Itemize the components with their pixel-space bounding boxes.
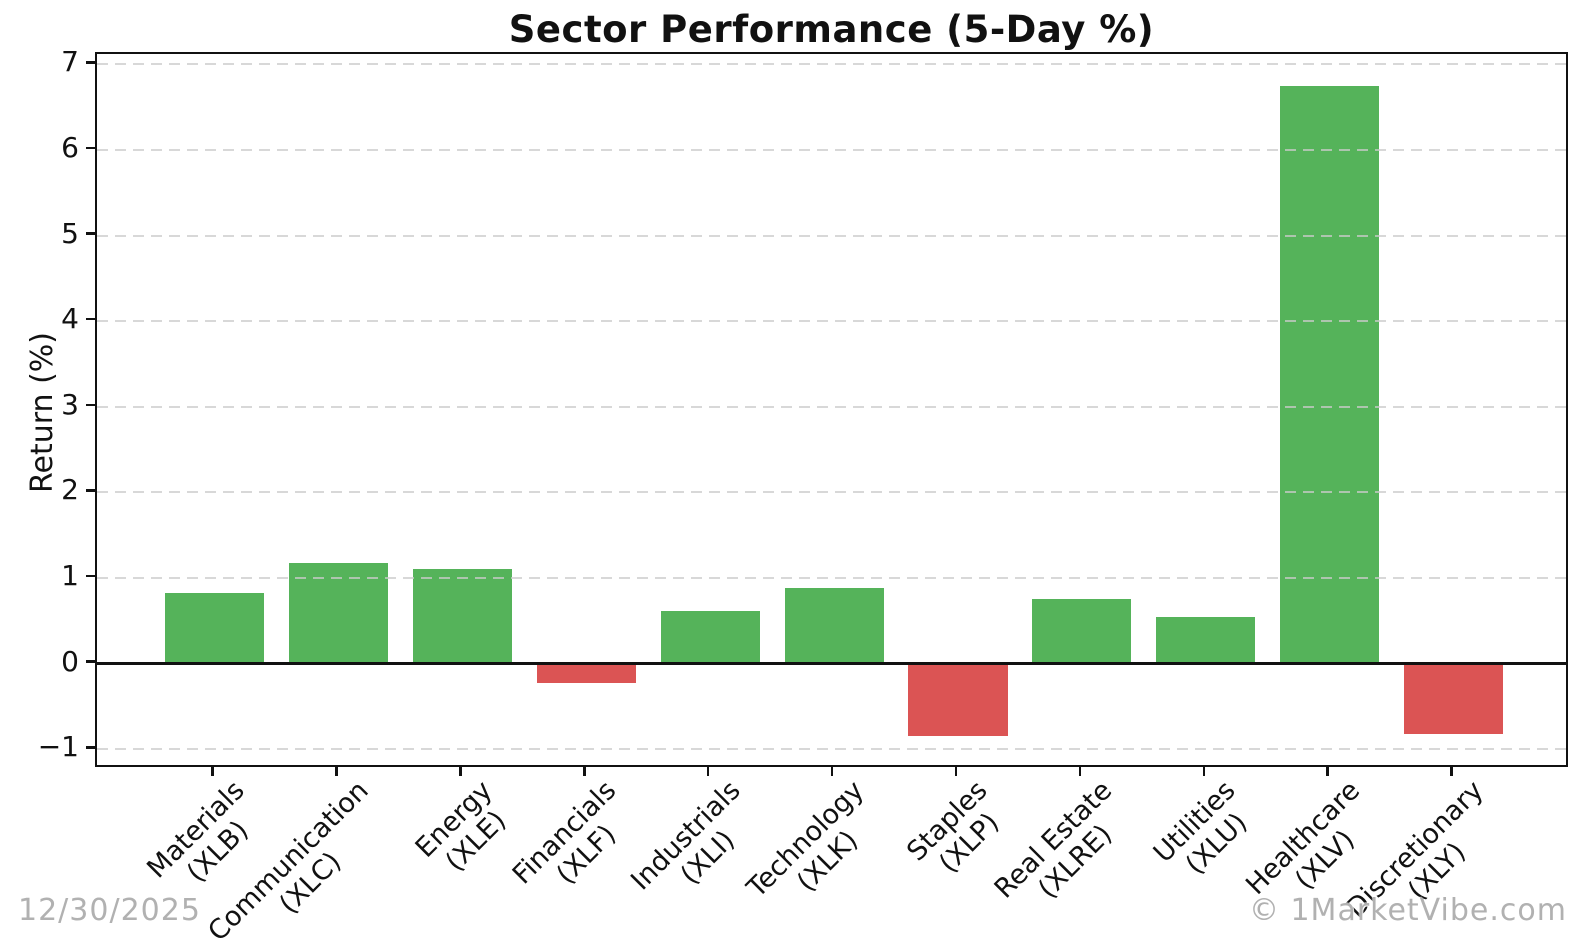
- ytick-mark-3: [86, 403, 95, 407]
- xtick-mark-xlv: [1326, 767, 1329, 776]
- footer-date: 12/30/2025: [18, 893, 201, 928]
- chart-title: Sector Performance (5-Day %): [508, 8, 1155, 51]
- footer-watermark: © 1MarketVibe.com: [1248, 893, 1567, 928]
- bar-xlk: [784, 588, 884, 664]
- bar-xlb: [165, 593, 265, 664]
- bar-xlu: [1156, 617, 1256, 664]
- gridline-y-5: [97, 234, 1566, 237]
- bar-xlp: [908, 663, 1008, 737]
- ytick-mark-0: [86, 660, 95, 663]
- xlabel-xle: Energy (XLE): [410, 775, 521, 886]
- bar-xlf: [536, 663, 636, 683]
- gridline-y-2: [97, 491, 1566, 494]
- ytick-label-2: 2: [61, 473, 79, 507]
- ytick-label-4: 4: [61, 302, 79, 336]
- gridline-y-6: [97, 148, 1566, 151]
- xtick-mark-xlc: [335, 767, 338, 776]
- plot-area: [95, 52, 1568, 767]
- xtick-mark-xly: [1450, 767, 1453, 776]
- bar-xlv: [1280, 85, 1380, 664]
- ytick-label-1: 1: [61, 559, 79, 593]
- ytick-label-3: 3: [61, 387, 79, 421]
- xlabel-xlf: Financials (XLF): [507, 775, 644, 912]
- ytick-mark-7: [86, 61, 95, 64]
- gridline-y-7: [97, 63, 1566, 66]
- ytick-mark-6: [86, 146, 95, 150]
- ytick-mark-5: [86, 232, 95, 235]
- bar-xle: [412, 568, 512, 664]
- xtick-mark-xlk: [830, 767, 834, 776]
- xlabel-xli: Industrials (XLI): [625, 775, 768, 918]
- gridline-y-4: [97, 320, 1566, 323]
- xlabel-xlre: Real Estate (XLRE): [988, 775, 1140, 927]
- xtick-mark-xlb: [211, 767, 214, 776]
- xlabel-xlk: Technology (XLK): [741, 775, 892, 926]
- gridline-y--1: [97, 748, 1566, 751]
- ytick-label-0: 0: [61, 644, 79, 678]
- ytick-mark--1: [86, 746, 95, 749]
- ytick-label--1: −1: [37, 730, 79, 764]
- xtick-mark-xle: [459, 767, 462, 776]
- ytick-mark-4: [86, 317, 95, 321]
- bar-xli: [660, 611, 760, 664]
- xtick-mark-xlre: [1078, 767, 1082, 776]
- xtick-mark-xlu: [1202, 767, 1206, 776]
- ytick-mark-2: [86, 489, 95, 492]
- gridline-y-1: [97, 577, 1566, 580]
- xtick-mark-xli: [706, 767, 710, 776]
- ytick-mark-1: [86, 574, 95, 578]
- zero-axis-line: [97, 662, 1566, 666]
- ytick-label-6: 6: [61, 130, 79, 164]
- gridline-y-3: [97, 405, 1566, 408]
- xtick-mark-xlp: [954, 767, 958, 776]
- ytick-label-5: 5: [61, 216, 79, 250]
- xtick-mark-xlf: [583, 767, 586, 776]
- bar-xly: [1403, 663, 1504, 734]
- bar-xlc: [289, 562, 389, 664]
- bar-xlre: [1032, 599, 1132, 664]
- ytick-label-7: 7: [61, 45, 79, 79]
